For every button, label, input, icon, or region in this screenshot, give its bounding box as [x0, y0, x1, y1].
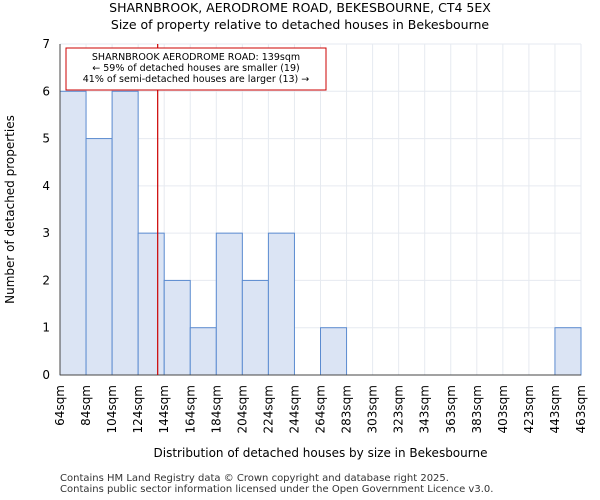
x-tick-label: 423sqm	[522, 385, 536, 433]
x-tick-label: 224sqm	[261, 385, 275, 433]
annotation-line: 41% of semi-detached houses are larger (…	[83, 74, 310, 85]
y-tick-label: 7	[42, 37, 50, 51]
y-tick-label: 2	[42, 273, 50, 287]
annotation-line: SHARNBROOK AERODROME ROAD: 139sqm	[92, 52, 300, 63]
x-tick-label: 84sqm	[79, 385, 93, 426]
bar	[163, 279, 191, 376]
x-tick-label: 403sqm	[496, 385, 510, 433]
x-tick-label: 144sqm	[157, 385, 171, 433]
x-tick-label: 383sqm	[470, 385, 484, 433]
x-tick-label: 244sqm	[287, 385, 301, 433]
bar	[554, 327, 582, 376]
x-tick-label: 204sqm	[235, 385, 249, 433]
annotation-box	[65, 47, 327, 91]
x-tick-label: 283sqm	[340, 385, 354, 433]
y-tick-label: 3	[42, 226, 50, 240]
bar	[267, 232, 295, 376]
x-tick-label: 124sqm	[131, 385, 145, 433]
x-tick-label: 343sqm	[418, 385, 432, 433]
x-tick-label: 443sqm	[548, 385, 562, 433]
annotation-line: ← 59% of detached houses are smaller (19…	[92, 63, 299, 74]
y-tick-label: 0	[42, 368, 50, 382]
bar	[215, 232, 243, 376]
x-tick-label: 463sqm	[574, 385, 588, 433]
bar	[320, 327, 348, 376]
bar	[137, 232, 165, 376]
bar	[189, 327, 217, 376]
chart-title: SHARNBROOK, AERODROME ROAD, BEKESBOURNE,…	[109, 0, 491, 15]
footer-line-2: Contains public sector information licen…	[60, 484, 494, 495]
bar	[85, 138, 113, 376]
y-axis-label: Number of detached properties	[3, 115, 17, 304]
x-tick-label: 104sqm	[105, 385, 119, 433]
bar	[59, 90, 87, 376]
x-tick-label: 303sqm	[366, 385, 380, 433]
x-tick-label: 64sqm	[53, 385, 67, 426]
y-tick-label: 1	[42, 321, 50, 335]
x-tick-label: 363sqm	[444, 385, 458, 433]
footer-line-1: Contains HM Land Registry data © Crown c…	[60, 473, 449, 484]
bar	[241, 279, 269, 376]
chart-subtitle: Size of property relative to detached ho…	[110, 17, 490, 32]
y-tick-label: 4	[42, 179, 50, 193]
bar	[111, 90, 139, 376]
y-tick-label: 5	[42, 132, 50, 146]
x-tick-label: 164sqm	[183, 385, 197, 433]
x-tick-label: 323sqm	[392, 385, 406, 433]
bar-chart: 0 1 2 3 4 5 6 7 64sqm 84sqm 104sqm 124sqm 144sqm 164s…	[3, 37, 588, 460]
x-axis-label: Distribution of detached houses by size …	[154, 446, 488, 460]
x-tick-label: 184sqm	[209, 385, 223, 433]
x-tick-label: 264sqm	[314, 385, 328, 433]
y-tick-label: 6	[42, 84, 50, 98]
